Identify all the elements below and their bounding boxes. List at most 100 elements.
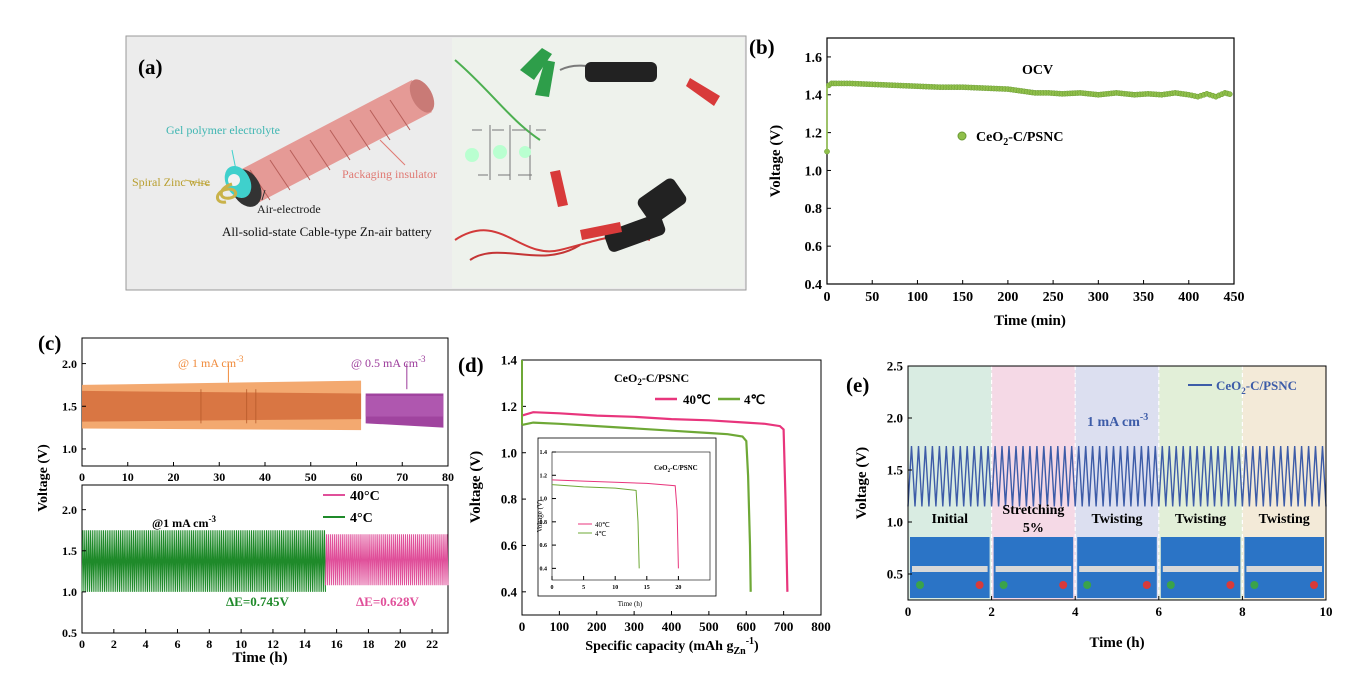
plot-e-region-label: Stretching [1002, 503, 1064, 518]
plot-c-bottom-xtick-label: 6 [174, 637, 180, 651]
plot-e-ytick-label: 1.5 [887, 463, 904, 478]
plot-e-photo-clip-red [1226, 581, 1235, 589]
plot-e-photo-clip-green [1250, 581, 1259, 589]
plot-e-photos [910, 537, 1324, 598]
plot-d-xtick-label: 300 [624, 619, 644, 634]
plot-d-xlabel: Specific capacity (mAh gZn-1) [585, 636, 759, 657]
plot-e-series [907, 446, 1327, 507]
plot-c-bottom-annotation: @1 mA cm-3 [152, 514, 216, 530]
plot-c-bottom-xtick-label: 18 [362, 637, 374, 651]
plot-d-inset-xtick-label: 10 [612, 585, 618, 591]
plot-e-region-label: Twisting [1259, 512, 1310, 527]
plot-e-annotation: 1 mA cm-3 [1087, 412, 1148, 430]
plot-c-legend-4: 4°C [350, 511, 373, 526]
plot-c-top-core-band [82, 390, 362, 422]
plot-c-top-x-axis: 0 10 20 30 40 50 60 70 80 [79, 462, 454, 484]
plot-c-top-series [82, 363, 444, 431]
plot-e-ylabel: Voltage (V) [854, 447, 870, 519]
plot-c-bottom-ytick-label: 1.5 [62, 544, 77, 558]
plot-c-top-xtick-label: 70 [396, 470, 408, 484]
panel-c: (c) Voltage (V) 1.01.52.0 0 10 20 30 40 50 60 7… [36, 331, 454, 666]
plot-d-inset-xtick-label: 20 [675, 585, 681, 591]
plot-b-xtick-label: 400 [1178, 290, 1199, 305]
plot-c-ylabel: Voltage (V) [36, 444, 51, 512]
plot-d-inset-xtick-label: 15 [644, 585, 650, 591]
plot-e-xtick-label: 8 [1239, 604, 1246, 619]
plot-d-xtick-label: 0 [519, 619, 526, 634]
panel-label-c: (c) [38, 331, 61, 355]
plot-d-xtick-label: 100 [550, 619, 570, 634]
plot-d-ytick-label: 1.2 [501, 399, 517, 414]
plot-c-top-xtick-label: 20 [168, 470, 180, 484]
plot-c-bottom-xtick-label: 8 [206, 637, 212, 651]
plot-c-bottom-series-40c [325, 534, 449, 586]
battery-segment-right [637, 178, 687, 224]
clip-red-3 [580, 222, 622, 240]
plot-b-legend-marker [957, 131, 967, 141]
plot-d-x-axis: 0 100 200 300 400 500 600 700 800 [519, 611, 831, 634]
plot-d-ytick-label: 0.4 [501, 584, 518, 599]
led-1 [465, 148, 479, 162]
plot-c-top-xtick-label: 50 [305, 470, 317, 484]
plot-d-xtick-label: 700 [774, 619, 794, 634]
plot-e-region-label: Twisting [1091, 512, 1142, 527]
panel-a-caption: All-solid-state Cable-type Zn-air batter… [222, 224, 432, 239]
plot-e-xtick-label: 0 [905, 604, 912, 619]
plot-c-top-xtick-label: 30 [213, 470, 225, 484]
plot-d-legend-40: 40℃ [683, 392, 711, 407]
panel-label-b: (b) [749, 35, 775, 59]
battery-segment-bottom [604, 214, 666, 252]
plot-b-ytick-label: 1.4 [805, 89, 823, 104]
plot-e-region-label: Initial [932, 512, 969, 527]
plot-b-xtick-label: 450 [1224, 290, 1245, 305]
plot-c-top-y-axis: 1.0 1.5 2.0 [62, 357, 86, 456]
plot-d-title: CeO2-C/PSNC [614, 371, 689, 387]
clip-red-2 [550, 170, 568, 207]
plot-c-bottom-xtick-label: 22 [426, 637, 438, 651]
plot-c-bottom-series-4c [81, 530, 326, 592]
plot-d-series-4c [521, 421, 752, 592]
plot-e-region-label: Twisting [1175, 512, 1226, 527]
panel-b: (b) 0.4 0.6 0.8 1.0 1.2 1.4 1.6 0 50 100 150 200 25… [749, 35, 1245, 329]
label-spiral-zinc: Spiral Zinc wire [132, 175, 210, 189]
tube-end [409, 79, 435, 113]
plot-c-bottom-y-axis: 0.5 1.0 1.5 2.0 [62, 503, 86, 640]
photo-circuit [454, 48, 720, 261]
plot-c-bottom-ytick-label: 1.0 [62, 585, 77, 599]
plot-c-bottom-x-axis: 0 2 4 6 8 10 12 14 16 18 20 22 [79, 629, 438, 651]
plot-d-series [521, 360, 789, 592]
plot-e-ytick-label: 2.5 [887, 359, 904, 374]
plot-b-legend-label: CeO2-C/PSNC [976, 130, 1063, 148]
plot-b-xtick-label: 0 [824, 290, 831, 305]
plot-e-photo-cable-3 [1162, 566, 1239, 572]
plot-d-inset-series [551, 479, 679, 569]
plot-c-delta-e-40: ΔE=0.628V [356, 594, 419, 609]
plot-c-bottom-xtick-label: 0 [79, 637, 85, 651]
plot-c-top-annotation-1: @ 1 mA cm-3 [178, 354, 244, 370]
plot-d-inset-series-40c [551, 479, 679, 569]
plot-d-inset-ytick-label: 1.4 [540, 450, 548, 456]
plot-e-series-line [907, 446, 1327, 507]
cable-battery-schematic [184, 79, 435, 207]
plot-e-xlabel: Time (h) [1089, 635, 1144, 651]
plot-d-ytick-label: 0.8 [501, 492, 518, 507]
plot-c-top-annotation-2: @ 0.5 mA cm-3 [351, 354, 426, 370]
plot-c-legend-40: 40°C [350, 489, 380, 504]
panel-label-a: (a) [138, 55, 163, 79]
plot-c-top-core-band-2 [365, 396, 444, 417]
plot-c-top-ytick-label: 1.0 [62, 442, 77, 456]
plot-b-ytick-label: 1.6 [805, 51, 823, 66]
plot-e-photo-cable-2 [1079, 566, 1155, 572]
plot-b-series [824, 80, 1233, 155]
plot-c-bottom-xtick-label: 20 [394, 637, 406, 651]
plot-e-region-labels: Initial Stretching 5% Twisting Twisting Twist… [932, 503, 1310, 536]
plot-b-y-axis: 0.4 0.6 0.8 1.0 1.2 1.4 1.6 [805, 51, 831, 293]
plot-d-inset-xtick-label: 0 [551, 585, 554, 591]
plot-e-x-axis: 0 2 4 6 8 10 [905, 596, 1333, 619]
panel-d: (d) 0.40.60.81.01.21.4 0 100 200 300 400 500 6… [458, 353, 831, 657]
plot-b-ytick-label: 0.6 [805, 240, 823, 255]
plot-b-x-axis: 0 50 100 150 200 250 300 350 400 450 [824, 280, 1245, 305]
plot-b-ylabel: Voltage (V) [768, 125, 784, 197]
plot-d-inset-ytick-label: 1.2 [540, 473, 548, 479]
